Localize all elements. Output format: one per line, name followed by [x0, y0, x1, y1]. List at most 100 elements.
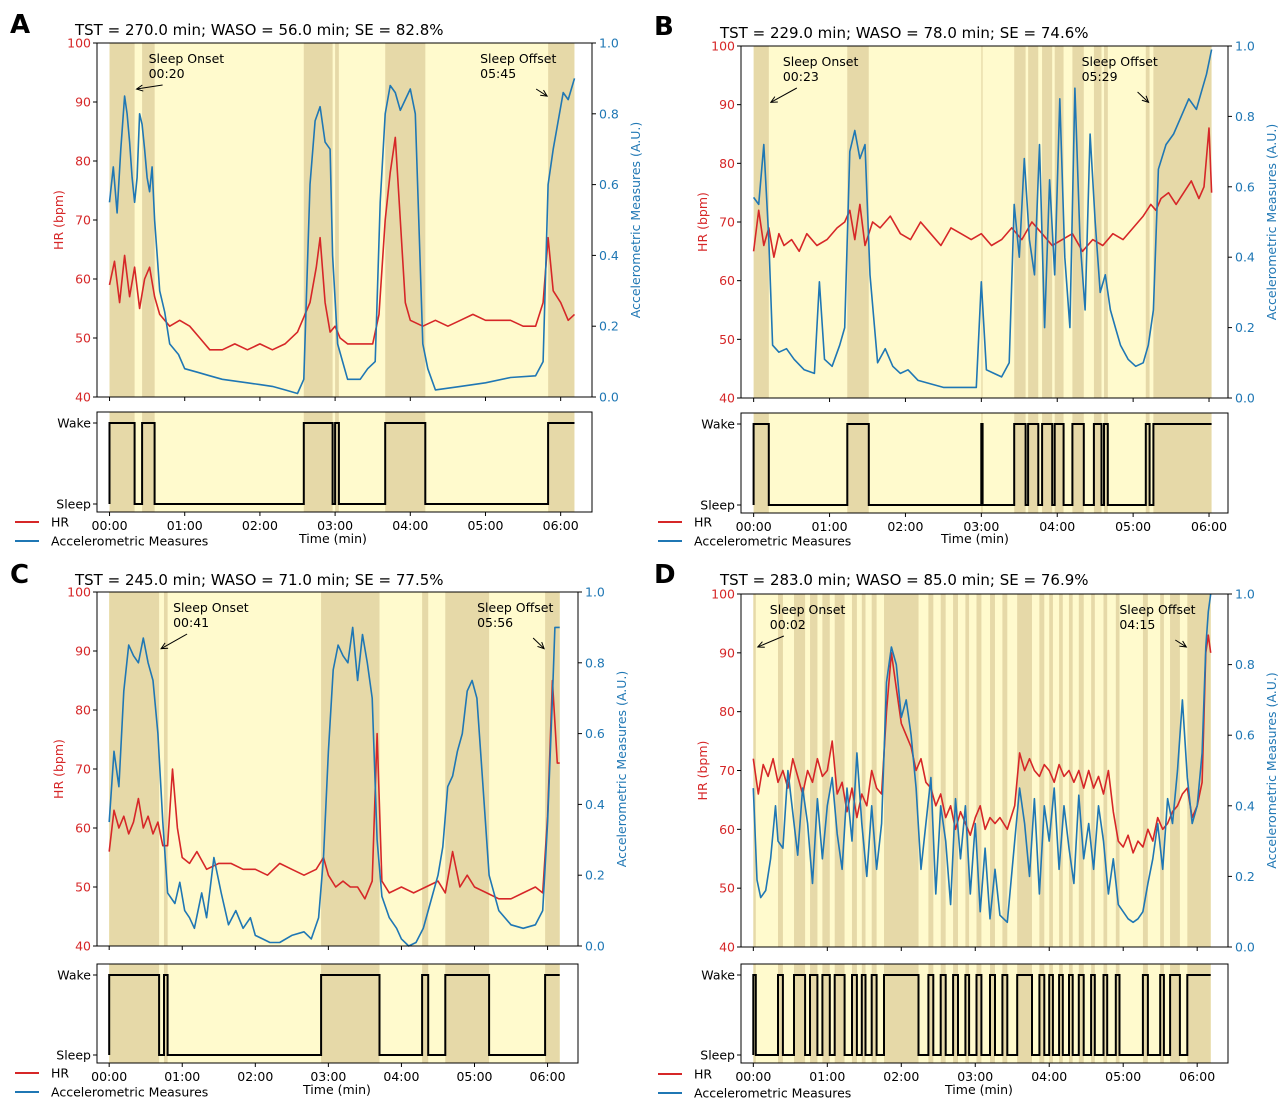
wake-band-bottom [976, 964, 982, 1063]
chart-title: TST = 270.0 min; WASO = 56.0 min; SE = 8… [74, 21, 444, 39]
wake-band-top [940, 594, 946, 947]
wake-band-bottom [545, 964, 560, 1063]
sleep-onset-label: Sleep Onset [173, 600, 249, 615]
right-ytick-label: 0.6 [1235, 728, 1255, 743]
right-ytick-label: 0.4 [1235, 798, 1255, 813]
wake-band-bottom [1187, 964, 1211, 1063]
wake-band-bottom [1142, 964, 1148, 1063]
xtick-label: 06:00 [1179, 1069, 1215, 1084]
legend: HR Accelerometric Measures [15, 1066, 208, 1100]
xtick-label: 00:00 [92, 518, 128, 533]
hr-series-line [752, 634, 1212, 854]
wake-band-top [1115, 594, 1120, 947]
wake-band-top [1042, 46, 1053, 398]
wake-band-top [1104, 46, 1108, 398]
wake-band-bottom [871, 964, 877, 1063]
right-axis-label: Accelerometric Measures (A.U.) [628, 122, 643, 318]
wake-band-bottom [142, 412, 155, 512]
left-ytick-label: 60 [75, 821, 91, 836]
xtick-label: 02:00 [242, 518, 278, 533]
wake-band-top [1002, 594, 1008, 947]
legend-label: HR [51, 515, 69, 530]
right-ytick-label: 1.0 [1235, 587, 1255, 602]
sleep-onset-arrowhead [160, 642, 169, 650]
wake-band-bottom [1014, 413, 1026, 513]
bottom-axes-frame [96, 963, 579, 1064]
right-ytick-label: 0.4 [599, 248, 619, 263]
left-ytick-label: 70 [719, 215, 735, 230]
sleep-onset-time: 00:41 [173, 615, 209, 630]
sleep-onset-time: 00:20 [149, 66, 185, 81]
wake-band-top [1160, 594, 1164, 947]
right-axis-label: Accelerometric Measures (A.U.) [1264, 124, 1279, 320]
sleep-onset-arrow [160, 633, 188, 650]
right-ytick-label: 0.0 [599, 390, 619, 405]
wake-band-bottom [928, 964, 934, 1063]
acc-series-line [108, 78, 576, 395]
left-ytick-label: 70 [719, 763, 735, 778]
wake-band-bottom [822, 964, 830, 1063]
right-ytick-label: 0.2 [599, 319, 619, 334]
left-ytick-label: 40 [75, 390, 91, 405]
xtick-label: 00:00 [91, 1069, 127, 1084]
wake-band-bottom [1054, 413, 1064, 513]
wake-band-bottom [834, 964, 845, 1063]
wake-band-bottom [109, 964, 160, 1063]
legend-label: HR [51, 1066, 69, 1081]
wake-band-top [109, 592, 160, 946]
left-ytick-label: 70 [75, 213, 91, 228]
left-ytick-label: 90 [719, 97, 735, 112]
xtick-label: 01:00 [812, 519, 848, 534]
left-axis-label: HR (bpm) [51, 190, 66, 250]
wake-band-top [1170, 594, 1180, 947]
left-ytick-label: 100 [711, 39, 735, 54]
legend-label: Accelerometric Measures [51, 1085, 208, 1100]
sleep-offset-arrowhead [537, 641, 545, 650]
wake-band-bottom [1068, 964, 1073, 1063]
wake-band-bottom [1091, 964, 1095, 1063]
chart-title: TST = 229.0 min; WASO = 78.0 min; SE = 7… [719, 24, 1089, 42]
xtick-label: 05:00 [467, 518, 503, 533]
left-ytick-label: 90 [75, 644, 91, 659]
wake-band-bottom [1078, 964, 1084, 1063]
wake-band-bottom [861, 964, 866, 1063]
right-ytick-label: 0.8 [1235, 109, 1255, 124]
panel-letter: C [10, 560, 29, 590]
wake-band-top [861, 594, 866, 947]
wake-band-top [851, 594, 857, 947]
sleep-offset-time: 05:56 [477, 615, 513, 630]
wake-band-top [1054, 46, 1064, 398]
x-axis-label: Time (min) [302, 1082, 371, 1097]
wake-band-top [928, 594, 934, 947]
wake-band-bottom [753, 413, 769, 513]
xtick-label: 05:00 [1115, 519, 1151, 534]
wake-band-bottom [847, 413, 869, 513]
sleep-region-top [109, 43, 575, 397]
wake-band-top [1078, 594, 1084, 947]
wake-band-bottom [1115, 964, 1120, 1063]
legend-label: HR [694, 515, 712, 530]
right-ytick-label: 0.4 [1235, 250, 1255, 265]
right-axis-label: Accelerometric Measures (A.U.) [614, 671, 629, 867]
xtick-label: 04:00 [1031, 1069, 1067, 1084]
left-ytick-label: 40 [719, 940, 735, 955]
left-ytick-label: 60 [719, 822, 735, 837]
wake-band-top [109, 43, 135, 397]
wake-band-top [822, 594, 830, 947]
wake-band-bottom [851, 964, 857, 1063]
left-ytick-label: 80 [75, 154, 91, 169]
wake-band-top [834, 594, 845, 947]
chart-title: TST = 245.0 min; WASO = 71.0 min; SE = 7… [74, 571, 444, 589]
sleep-wake-state-line [752, 974, 1211, 1056]
wake-band-bottom [1049, 964, 1053, 1063]
xtick-label: 06:00 [543, 518, 579, 533]
left-ytick-label: 50 [75, 880, 91, 895]
left-ytick-label: 100 [67, 36, 91, 51]
right-ytick-label: 1.0 [1235, 39, 1255, 54]
wake-band-top [1091, 594, 1095, 947]
sleep-onset-label: Sleep Onset [770, 602, 846, 617]
left-ytick-label: 90 [719, 645, 735, 660]
xtick-label: 02:00 [887, 519, 923, 534]
sleep-offset-arrowhead [1141, 95, 1150, 104]
legend: HR Accelerometric Measures [15, 515, 208, 549]
